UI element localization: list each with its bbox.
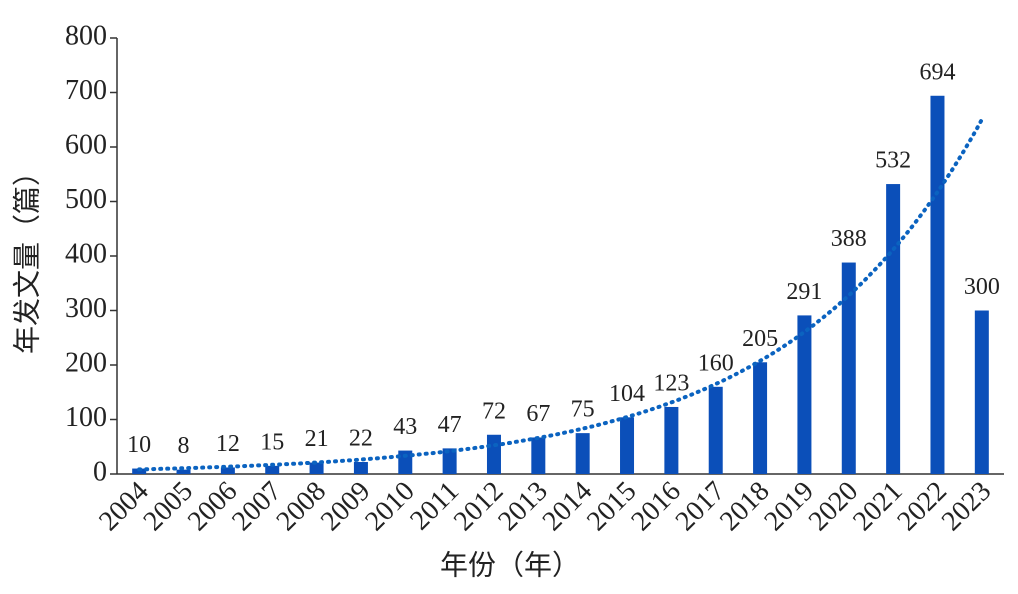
- value-label: 104: [609, 381, 645, 407]
- y-tick-label: 600: [65, 129, 107, 160]
- value-label: 12: [216, 431, 240, 457]
- bar: [309, 462, 324, 474]
- value-label: 123: [653, 370, 689, 396]
- y-tick-label: 300: [65, 293, 107, 324]
- trend-line: [137, 117, 984, 472]
- y-tick-label: 200: [65, 347, 107, 378]
- bar: [353, 462, 368, 474]
- bar: [531, 437, 546, 474]
- value-label: 72: [482, 398, 506, 424]
- bar: [708, 386, 723, 474]
- bar: [620, 417, 635, 474]
- x-tick-label: 2023: [936, 476, 998, 538]
- value-label: 694: [919, 59, 955, 85]
- bar: [486, 434, 501, 474]
- value-label: 47: [438, 412, 462, 438]
- bar: [797, 315, 812, 474]
- value-label: 8: [178, 433, 190, 459]
- bar: [664, 406, 679, 474]
- bar: [398, 450, 413, 474]
- value-label: 21: [305, 426, 329, 452]
- y-tick-label: 800: [65, 20, 107, 51]
- value-label: 388: [831, 226, 867, 252]
- value-label: 160: [698, 350, 734, 376]
- value-label: 67: [526, 401, 550, 427]
- x-axis-title: 年份（年）: [440, 549, 580, 581]
- y-tick-label: 700: [65, 75, 107, 106]
- value-label: 205: [742, 326, 778, 352]
- bar: [265, 465, 280, 474]
- value-label: 22: [349, 426, 373, 452]
- value-label: 532: [875, 148, 911, 174]
- bar: [841, 262, 856, 474]
- bar: [974, 310, 989, 474]
- value-label: 15: [260, 429, 284, 455]
- value-label: 43: [393, 414, 417, 440]
- bar: [176, 469, 191, 474]
- y-axis-title: 年发文量（篇）: [11, 158, 43, 354]
- y-tick-label: 500: [65, 184, 107, 215]
- value-label: 10: [127, 432, 151, 458]
- y-tick-label: 100: [65, 402, 107, 433]
- bar: [753, 362, 768, 474]
- bar: [886, 184, 901, 474]
- y-tick-label: 0: [93, 456, 107, 487]
- bar: [442, 448, 457, 474]
- value-label: 300: [964, 274, 1000, 300]
- value-label: 75: [571, 397, 595, 423]
- bar: [575, 433, 590, 474]
- bar: [930, 95, 945, 475]
- bar: [220, 467, 235, 474]
- value-label: 291: [786, 279, 822, 305]
- y-tick-label: 400: [65, 238, 107, 269]
